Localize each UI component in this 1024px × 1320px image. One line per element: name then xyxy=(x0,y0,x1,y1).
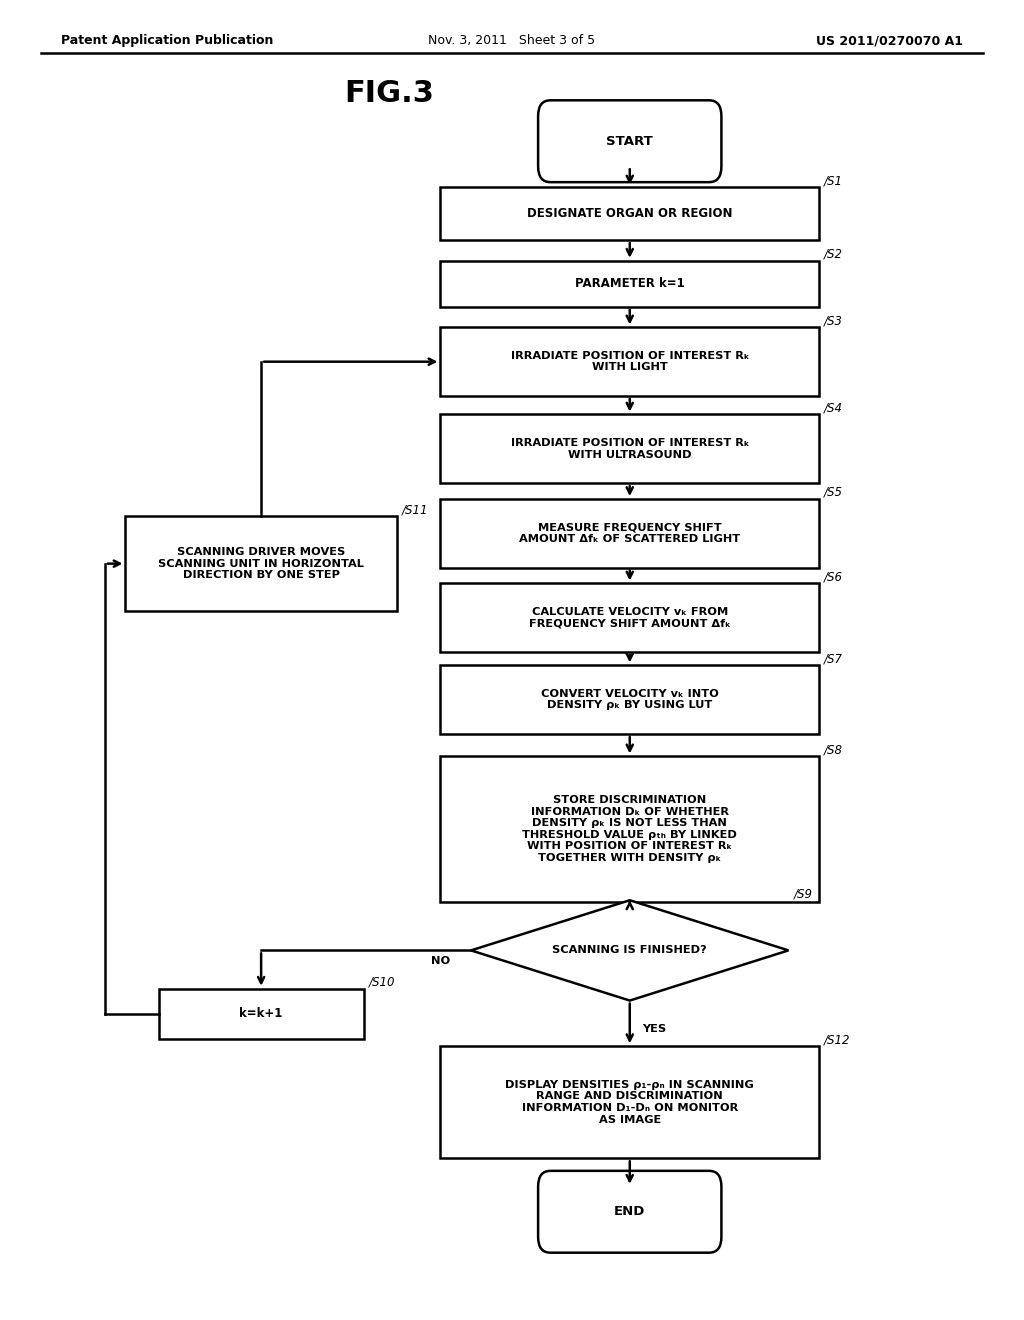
FancyBboxPatch shape xyxy=(539,1171,721,1253)
Bar xyxy=(440,665,819,734)
Bar xyxy=(440,756,819,902)
Text: /S8: /S8 xyxy=(824,743,844,756)
Text: SCANNING DRIVER MOVES
SCANNING UNIT IN HORIZONTAL
DIRECTION BY ONE STEP: SCANNING DRIVER MOVES SCANNING UNIT IN H… xyxy=(158,546,365,581)
Bar xyxy=(440,327,819,396)
Text: PARAMETER k=1: PARAMETER k=1 xyxy=(574,277,685,290)
Text: /S2: /S2 xyxy=(824,248,844,261)
Text: US 2011/0270070 A1: US 2011/0270070 A1 xyxy=(815,34,963,48)
Text: /S7: /S7 xyxy=(824,652,844,665)
Text: FIG.3: FIG.3 xyxy=(344,79,434,108)
Text: IRRADIATE POSITION OF INTEREST Rₖ
WITH ULTRASOUND: IRRADIATE POSITION OF INTEREST Rₖ WITH U… xyxy=(511,438,749,459)
Text: /S10: /S10 xyxy=(369,975,395,989)
Text: /S6: /S6 xyxy=(824,570,844,583)
Text: IRRADIATE POSITION OF INTEREST Rₖ
WITH LIGHT: IRRADIATE POSITION OF INTEREST Rₖ WITH L… xyxy=(511,351,749,372)
Bar xyxy=(440,187,819,240)
Text: SCANNING IS FINISHED?: SCANNING IS FINISHED? xyxy=(552,945,708,956)
Text: CALCULATE VELOCITY vₖ FROM
FREQUENCY SHIFT AMOUNT Δfₖ: CALCULATE VELOCITY vₖ FROM FREQUENCY SHI… xyxy=(528,607,731,628)
Bar xyxy=(440,414,819,483)
Text: NO: NO xyxy=(431,956,451,966)
Polygon shape xyxy=(471,900,788,1001)
Text: /S12: /S12 xyxy=(824,1034,851,1045)
FancyBboxPatch shape xyxy=(539,100,721,182)
Text: Patent Application Publication: Patent Application Publication xyxy=(61,34,273,48)
Text: STORE DISCRIMINATION
INFORMATION Dₖ OF WHETHER
DENSITY ρₖ IS NOT LESS THAN
THRES: STORE DISCRIMINATION INFORMATION Dₖ OF W… xyxy=(522,795,737,863)
Text: /S4: /S4 xyxy=(824,401,844,414)
Text: /S11: /S11 xyxy=(401,503,428,516)
Text: YES: YES xyxy=(642,1024,667,1035)
Bar xyxy=(440,583,819,652)
Text: k=k+1: k=k+1 xyxy=(240,1007,283,1020)
Text: /S1: /S1 xyxy=(824,174,844,187)
Bar xyxy=(159,989,364,1039)
Text: START: START xyxy=(606,135,653,148)
Bar xyxy=(440,260,819,306)
Text: DESIGNATE ORGAN OR REGION: DESIGNATE ORGAN OR REGION xyxy=(527,207,732,220)
Text: /S3: /S3 xyxy=(824,314,844,327)
Text: /S9: /S9 xyxy=(794,887,813,900)
Text: Nov. 3, 2011   Sheet 3 of 5: Nov. 3, 2011 Sheet 3 of 5 xyxy=(428,34,596,48)
Text: CONVERT VELOCITY vₖ INTO
DENSITY ρₖ BY USING LUT: CONVERT VELOCITY vₖ INTO DENSITY ρₖ BY U… xyxy=(541,689,719,710)
Bar xyxy=(125,516,397,611)
Text: END: END xyxy=(614,1205,645,1218)
Text: DISPLAY DENSITIES ρ₁-ρₙ IN SCANNING
RANGE AND DISCRIMINATION
INFORMATION D₁-Dₙ O: DISPLAY DENSITIES ρ₁-ρₙ IN SCANNING RANG… xyxy=(506,1080,754,1125)
Bar xyxy=(440,499,819,568)
Text: MEASURE FREQUENCY SHIFT
AMOUNT Δfₖ OF SCATTERED LIGHT: MEASURE FREQUENCY SHIFT AMOUNT Δfₖ OF SC… xyxy=(519,523,740,544)
Bar xyxy=(440,1045,819,1159)
Text: /S5: /S5 xyxy=(824,486,844,499)
